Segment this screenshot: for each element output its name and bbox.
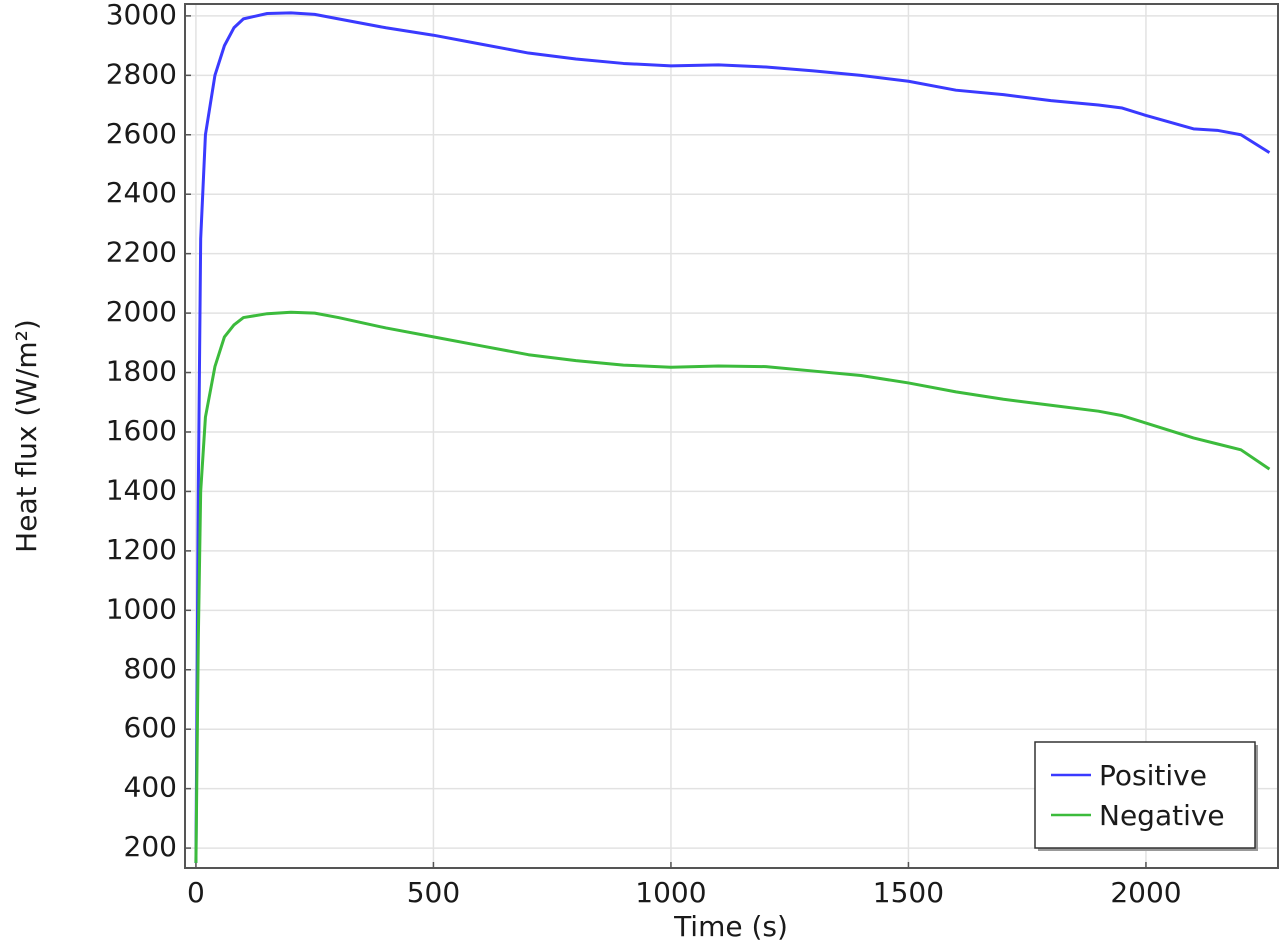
data-line — [194, 11, 1271, 863]
y-tick-label: 3000 — [106, 0, 177, 31]
x-axis-title: Time (s) — [673, 910, 788, 943]
y-tick-label: 1400 — [106, 473, 177, 506]
y-tick-label: 400 — [124, 771, 177, 804]
y-axis-title: Heat flux (W/m²) — [10, 319, 43, 553]
y-tick-label: 1200 — [106, 533, 177, 566]
y-tick-label: 1000 — [106, 592, 177, 625]
y-tick-label: 2800 — [106, 57, 177, 90]
y-tick-label: 2000 — [106, 295, 177, 328]
y-tick-label: 600 — [124, 711, 177, 744]
legend-label: Negative — [1099, 799, 1225, 832]
y-tick-label: 200 — [124, 830, 177, 863]
y-tick-label: 2200 — [106, 236, 177, 269]
x-tick-label: 1000 — [635, 876, 706, 909]
y-tick-label: 1600 — [106, 414, 177, 447]
x-tick-label: 1500 — [873, 876, 944, 909]
y-tick-label: 800 — [124, 652, 177, 685]
legend-box — [1034, 741, 1256, 849]
plot-frame — [184, 3, 1279, 869]
x-tick-label: 500 — [407, 876, 460, 909]
y-tick-label: 2400 — [106, 176, 177, 209]
x-tick-label: 2000 — [1110, 876, 1181, 909]
data-line — [194, 310, 1271, 863]
y-tick-label: 2600 — [106, 117, 177, 150]
x-tick-label: 0 — [187, 876, 205, 909]
legend-label: Positive — [1099, 759, 1207, 792]
y-tick-label: 1800 — [106, 355, 177, 388]
